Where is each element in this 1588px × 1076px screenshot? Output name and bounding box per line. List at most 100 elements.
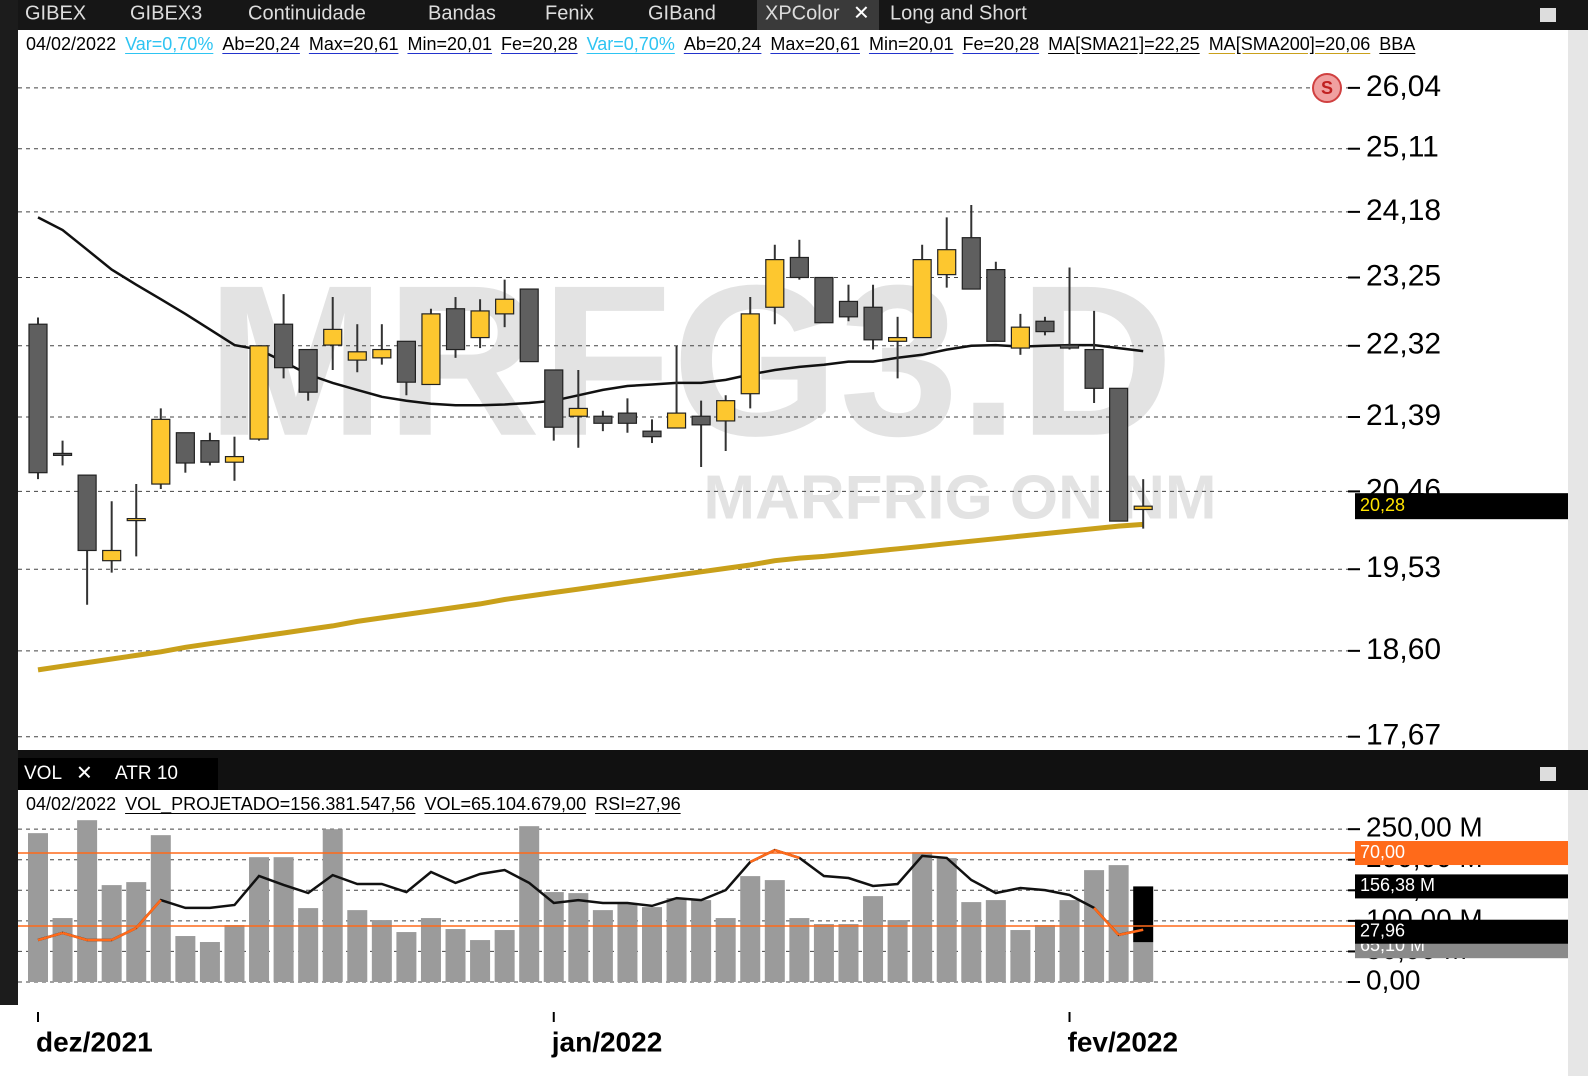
info-item: Var=0,70% (125, 34, 214, 54)
candle-body (28, 323, 48, 474)
volume-bar (126, 882, 147, 982)
candle-body (765, 259, 785, 308)
rsi-extreme (111, 926, 137, 942)
volume-bar (273, 857, 294, 982)
volume-bar (912, 852, 933, 982)
axis-value-box (1355, 874, 1568, 899)
volume-bar (887, 920, 908, 982)
y-tick-label: 22,32 (1366, 328, 1441, 361)
tab: GIBEX (25, 2, 86, 24)
volume-bar (813, 924, 834, 982)
volume-bar (347, 910, 368, 982)
info-item: VOL=65.104.679,00 (424, 794, 587, 814)
moving-average (37, 216, 1144, 407)
info-item: Ab=20,24 (222, 34, 300, 54)
candle-body (77, 474, 97, 552)
watermark-ticker: MRFG3.D (206, 240, 1174, 481)
info-item: MA[SMA200]=20,06 (1208, 34, 1371, 54)
volume-bar (494, 930, 515, 982)
y-tick-label: 21,39 (1366, 399, 1441, 432)
y-tick-label: 0,00 (1366, 964, 1421, 995)
volume-bar (936, 858, 957, 982)
volume-bar (863, 896, 884, 982)
y-tick-label: 24,18 (1366, 194, 1441, 227)
candle-body (666, 412, 687, 429)
candle-body (961, 237, 981, 290)
volume-bar (1133, 942, 1154, 982)
volume-bar (592, 910, 613, 982)
info-item: BBA (1379, 34, 1416, 54)
projected-volume (1133, 886, 1154, 943)
candle-body (617, 412, 638, 424)
rsi-line (37, 848, 1144, 942)
candle-body (323, 328, 343, 346)
candle-body (274, 323, 294, 369)
rsi-extreme (749, 848, 776, 864)
volume-bar (691, 900, 712, 982)
candle-body (495, 298, 515, 315)
volume-bar (28, 833, 48, 982)
candle-body (175, 432, 195, 464)
volume-bar (789, 918, 810, 982)
x-tick-label: jan/2022 (551, 1026, 663, 1057)
candle-body (544, 369, 564, 428)
volume-bar (961, 902, 982, 982)
info-item: Var=0,70% (586, 34, 675, 54)
watermark-name: MARFRIG ON NM (703, 463, 1216, 532)
y-tick-label: 250,00 M (1366, 812, 1483, 843)
rsi-extreme (1093, 907, 1120, 936)
candle-body (126, 517, 146, 522)
candle-body (396, 340, 416, 383)
volume-bar (985, 900, 1006, 982)
volume-bar (543, 892, 564, 982)
candle-body (642, 430, 662, 438)
volume-bar (740, 876, 761, 982)
y-tick-label: 18,60 (1366, 633, 1441, 666)
tab: VOL (24, 763, 62, 784)
info-item: Min=20,01 (407, 34, 493, 54)
right-edge (1568, 30, 1588, 1076)
tab: XPColor (765, 2, 840, 24)
volume-bar (1059, 900, 1080, 982)
info-item: MA[SMA21]=22,25 (1048, 34, 1200, 54)
tab-close: ✕ (76, 762, 93, 784)
candle-body (1109, 387, 1129, 522)
candle-body (1084, 348, 1104, 389)
tab: GIBEX3 (130, 2, 202, 24)
rsi-extreme (62, 931, 88, 942)
volume-bar (371, 920, 392, 982)
candle-body (789, 256, 809, 279)
candle-body (421, 313, 441, 386)
rsi-extreme (774, 848, 800, 860)
info-item: Fe=20,28 (501, 34, 578, 54)
info-item: Max=20,61 (770, 34, 860, 54)
panel-icon[interactable] (1540, 8, 1556, 22)
volume-bar (298, 908, 319, 982)
volume-bar (445, 929, 466, 982)
axis-value-label: 70,00 (1360, 842, 1405, 862)
volume-bar (470, 940, 491, 982)
axis-value-label: 27,96 (1360, 920, 1405, 940)
candle-body (1035, 320, 1055, 333)
volume-bar (838, 924, 859, 982)
candle-body (102, 549, 122, 562)
volume-bar (52, 918, 73, 982)
tab-active (757, 0, 879, 30)
candle-body (200, 440, 220, 463)
signal-icon[interactable] (1312, 73, 1342, 103)
candle-body (249, 345, 269, 440)
y-tick-label: 17,67 (1366, 719, 1441, 752)
price-info-line: 04/02/2022 Var=0,70% Ab=20,24 Max=20,61 Min=… (26, 34, 1416, 55)
info-item: RSI=27,96 (595, 794, 681, 814)
candle-body (593, 415, 613, 424)
info-item: 04/02/2022 (26, 794, 117, 814)
lower-tabs (18, 758, 218, 790)
volume-bar (642, 907, 662, 982)
candle-body (519, 288, 539, 363)
y-tick-label: 26,04 (1366, 70, 1441, 103)
candle-body (887, 336, 908, 342)
tab: ATR 10 (115, 763, 178, 784)
panel-icon[interactable] (1540, 767, 1556, 781)
volume-bar (322, 829, 343, 982)
